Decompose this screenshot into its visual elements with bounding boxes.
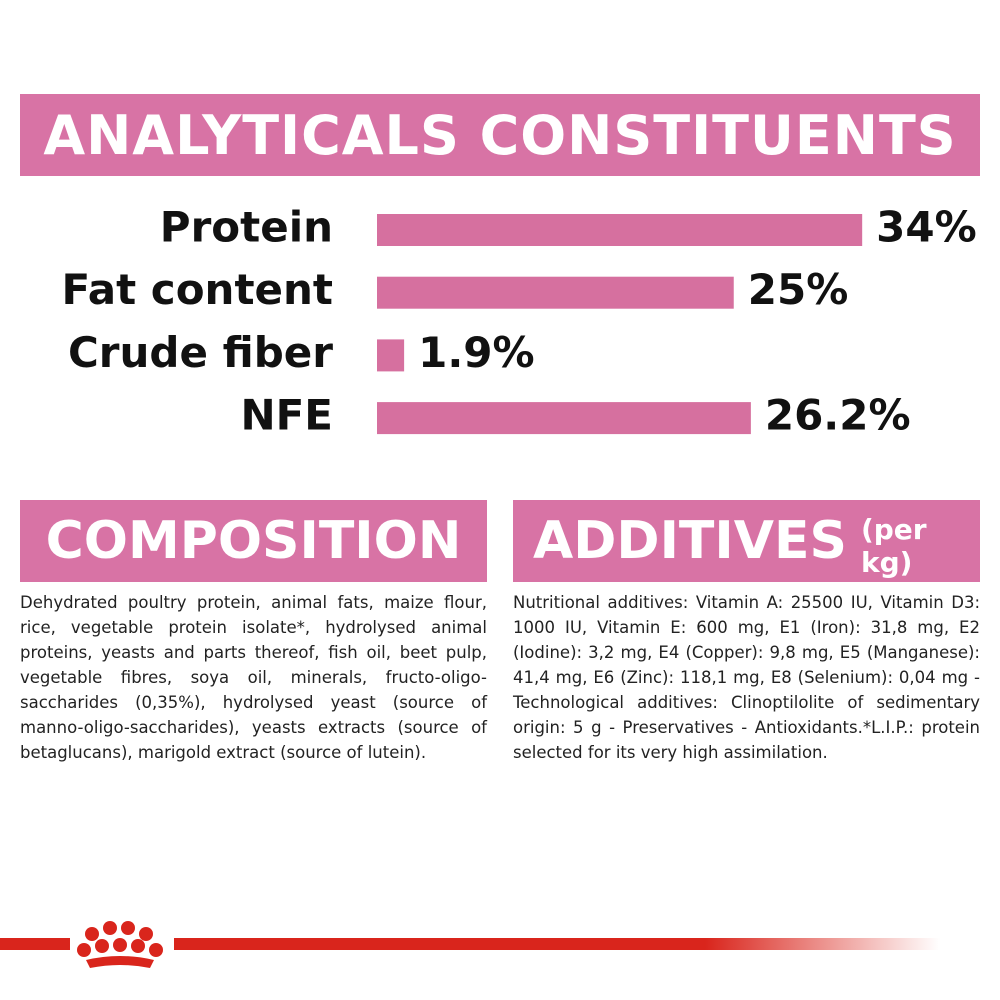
brand-logo <box>70 918 174 976</box>
value-label: 1.9% <box>418 328 534 377</box>
additives-title: ADDITIVES <box>533 511 847 571</box>
value-label: 34% <box>876 203 977 252</box>
category-label: NFE <box>240 391 333 440</box>
chart-title: ANALYTICALS CONSTITUENTS <box>20 94 980 176</box>
bar <box>377 339 405 372</box>
category-label: Fat content <box>62 265 333 314</box>
additives-subtitle: (per kg) <box>860 513 927 579</box>
bar <box>377 402 751 435</box>
bar <box>377 276 734 309</box>
composition-text: Dehydrated poultry protein, animal fats,… <box>20 593 487 762</box>
value-label: 25% <box>748 265 849 314</box>
brand-line <box>0 938 940 950</box>
composition-title: COMPOSITION <box>20 500 487 582</box>
bar <box>377 214 863 246</box>
value-label: 26.2% <box>765 391 911 440</box>
additives-text: Nutritional additives: Vitamin A: 25500 … <box>513 593 980 762</box>
additives-header: ADDITIVES (per kg) <box>513 500 980 582</box>
category-label: Crude fiber <box>68 328 333 377</box>
category-label: Protein <box>160 203 333 252</box>
